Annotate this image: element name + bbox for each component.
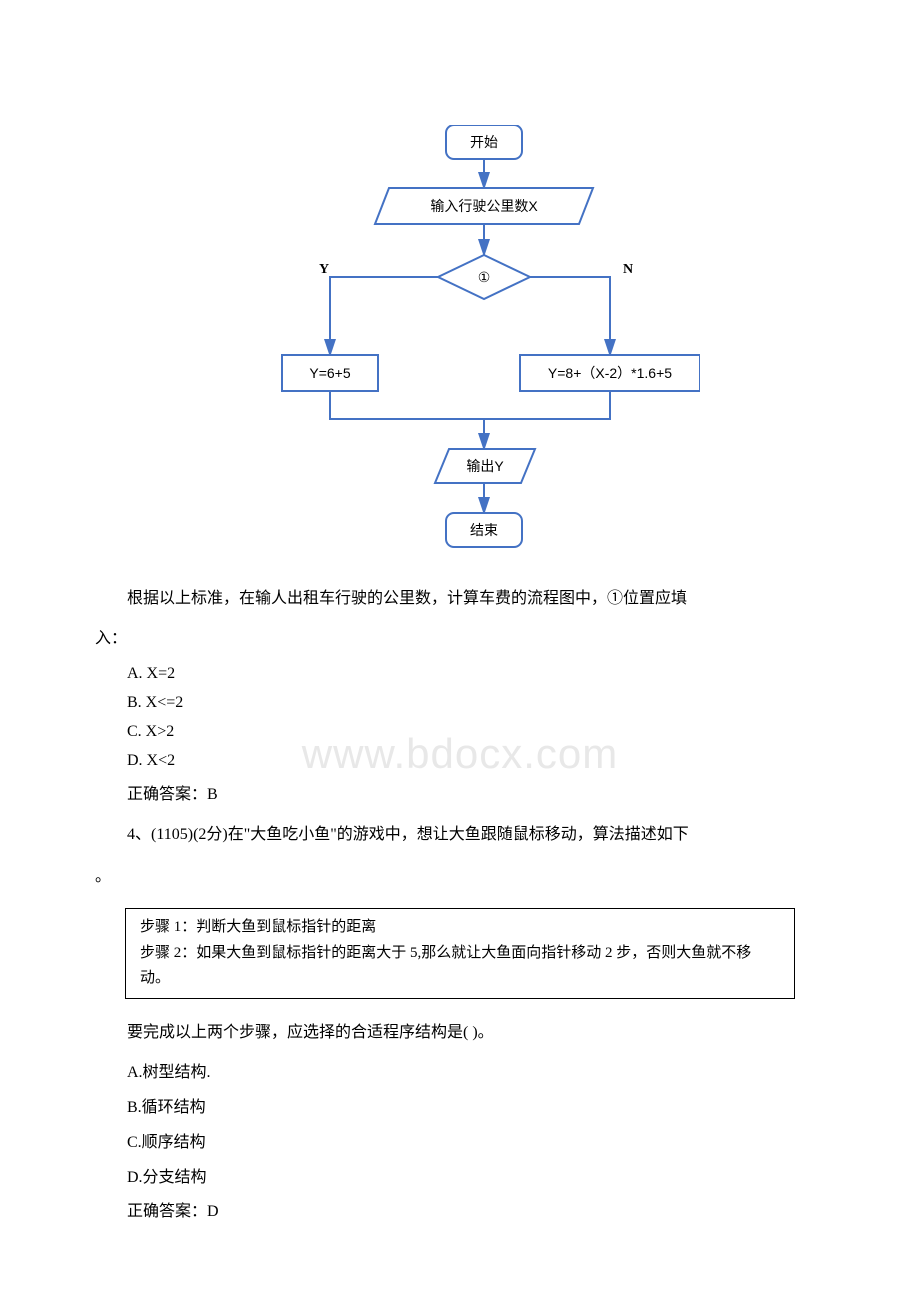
flowchart: Y N 开始输入行驶公里数X ① Y=6+5 Y=8+（X-2）*1.6+5 输出Y 结束: [220, 125, 700, 555]
flowchart-container: Y N 开始输入行驶公里数X ① Y=6+5 Y=8+（X-2）*1.6+5 输出Y 结束: [95, 125, 825, 555]
q3-option-b: B. X<=2: [95, 694, 825, 712]
q3-intro-line1: 根据以上标准，在输人出租车行驶的公里数，计算车费的流程图中，①位置应填: [95, 585, 825, 614]
q4-prompt-line2: 。: [95, 862, 825, 892]
q4-question: 要完成以上两个步骤，应选择的合适程序结构是( )。: [95, 1019, 825, 1048]
svg-text:①: ①: [478, 269, 491, 285]
svg-text:Y=8+（X-2）*1.6+5: Y=8+（X-2）*1.6+5: [548, 365, 672, 381]
svg-text:开始: 开始: [470, 134, 498, 150]
svg-text:输入行驶公里数X: 输入行驶公里数X: [430, 198, 538, 214]
svg-text:Y=6+5: Y=6+5: [309, 365, 350, 381]
q4-step1: 步骤 1：判断大鱼到鼠标指针的距离: [140, 915, 780, 941]
q4-prompt-line1: 4、(1105)(2分)在"大鱼吃小鱼"的游戏中，想让大鱼跟随鼠标移动，算法描述…: [95, 820, 825, 850]
q4-option-d: D.分支结构: [95, 1163, 825, 1187]
q4-step-box: 步骤 1：判断大鱼到鼠标指针的距离 步骤 2：如果大鱼到鼠标指针的距离大于 5,…: [125, 908, 795, 999]
q3-answer: 正确答案：B: [95, 781, 825, 810]
q4-option-c: C.顺序结构: [95, 1128, 825, 1152]
q4-option-a: A.树型结构.: [95, 1058, 825, 1082]
q3-option-a: A. X=2: [95, 665, 825, 683]
q3-intro-line2: 入：: [95, 625, 825, 654]
svg-text:输出Y: 输出Y: [466, 458, 504, 474]
svg-text:结束: 结束: [470, 522, 498, 538]
q4-step2: 步骤 2：如果大鱼到鼠标指针的距离大于 5,那么就让大鱼面向指针移动 2 步，否…: [140, 941, 780, 992]
watermark-text: www.bdocx.com: [302, 730, 618, 778]
svg-text:N: N: [623, 262, 633, 277]
flowchart-svg: Y N 开始输入行驶公里数X ① Y=6+5 Y=8+（X-2）*1.6+5 输出Y 结束: [220, 125, 700, 555]
svg-text:Y: Y: [319, 262, 329, 277]
q4-option-b: B.循环结构: [95, 1093, 825, 1117]
q4-answer: 正确答案：D: [95, 1198, 825, 1227]
